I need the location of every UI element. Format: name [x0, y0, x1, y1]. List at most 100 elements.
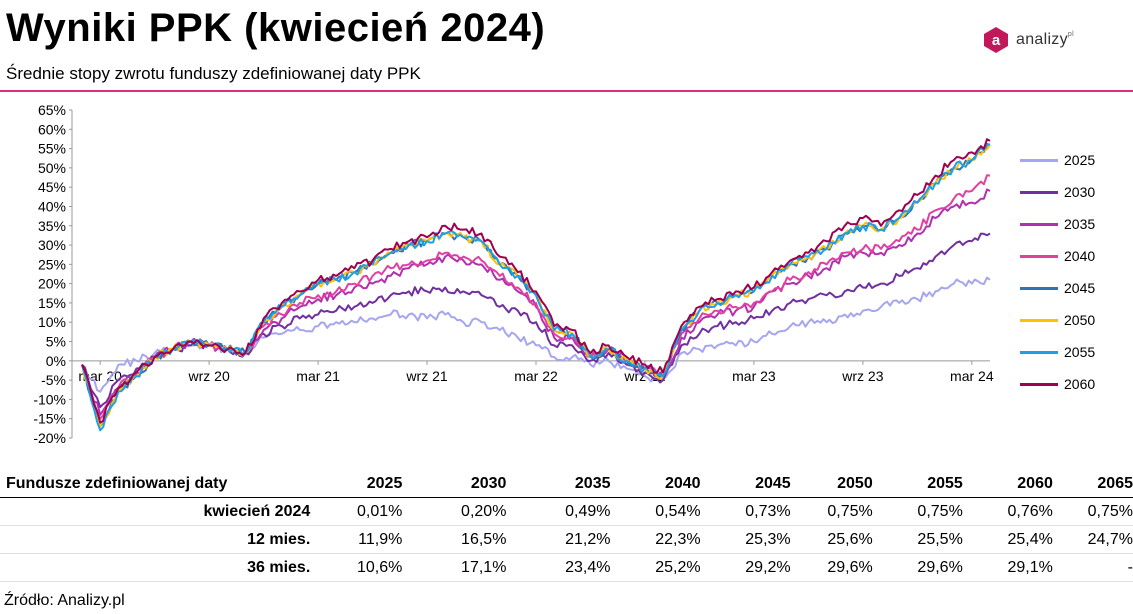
- table-cell: 11,9%: [310, 525, 403, 554]
- page-title: Wyniki PPK (kwiecień 2024): [6, 6, 546, 50]
- table-cell: 23,4%: [506, 553, 611, 582]
- x-tick-label: mar 21: [296, 368, 340, 384]
- logo-suffix: pl: [1067, 31, 1074, 38]
- table-cell: 0,54%: [610, 497, 701, 526]
- source-note: Źródło: Analizy.pl: [4, 592, 125, 609]
- legend-label: 2030: [1064, 184, 1096, 200]
- legend-item: 2045: [1020, 278, 1095, 298]
- series-line-2045: [81, 143, 991, 428]
- table-row: 36 mies. 10,6% 17,1% 23,4% 25,2% 29,2% 29,6% 29…: [0, 553, 1133, 582]
- table-col-header: 2065: [1052, 470, 1133, 498]
- table-cell: 21,2%: [506, 525, 611, 554]
- table-cell: -: [1052, 553, 1133, 582]
- legend-label: 2050: [1064, 312, 1096, 328]
- table-col-header: 2060: [962, 470, 1053, 498]
- x-tick-label: wrz 20: [188, 368, 230, 384]
- table-col-header: 2040: [610, 470, 701, 498]
- table-col-header: 2025: [310, 470, 403, 498]
- y-tick-label: 5%: [46, 334, 66, 350]
- legend-label: 2035: [1064, 216, 1096, 232]
- y-tick-label: 25%: [38, 256, 66, 272]
- legend-swatch: [1020, 158, 1058, 162]
- legend-item: 2050: [1020, 310, 1095, 330]
- table-col-header: 2045: [700, 470, 791, 498]
- y-tick-label: 45%: [38, 179, 66, 195]
- returns-table: Fundusze zdefiniowanej daty 2025 2030 20…: [0, 470, 1133, 582]
- series-line-2055: [81, 142, 991, 432]
- table-cell: 0,49%: [506, 497, 611, 526]
- x-tick-label: mar 24: [950, 368, 994, 384]
- legend-label: 2025: [1064, 152, 1096, 168]
- table-cell: 25,4%: [962, 525, 1053, 554]
- table-cell: 24,7%: [1052, 525, 1133, 554]
- table-cell: 29,6%: [790, 553, 873, 582]
- y-tick-label: 65%: [38, 102, 66, 118]
- y-tick-label: -5%: [41, 372, 66, 388]
- y-tick-label: 55%: [38, 141, 66, 157]
- table-row: 12 mies. 11,9% 16,5% 21,2% 22,3% 25,3% 25,6% 25…: [0, 525, 1133, 554]
- legend-label: 2055: [1064, 344, 1096, 360]
- table-row-label: 12 mies.: [0, 525, 311, 554]
- table-col-header: 2050: [790, 470, 873, 498]
- table-row-label: kwiecień 2024: [0, 497, 311, 526]
- table-cell: 25,3%: [700, 525, 791, 554]
- legend-swatch: [1020, 350, 1058, 354]
- legend-item: 2035: [1020, 214, 1095, 234]
- logo-text: analizypl: [1016, 31, 1074, 48]
- x-tick-label: wrz 23: [841, 368, 883, 384]
- table-cell: 17,1%: [402, 553, 507, 582]
- legend-label: 2045: [1064, 280, 1096, 296]
- table-cell: 0,01%: [310, 497, 403, 526]
- table-cell: 29,2%: [700, 553, 791, 582]
- table-header-label: Fundusze zdefiniowanej daty: [0, 470, 311, 498]
- svg-text:a: a: [992, 32, 1001, 49]
- series-line-2030: [81, 232, 991, 409]
- x-tick-label: mar 20: [78, 368, 122, 384]
- table-col-header: 2055: [872, 470, 963, 498]
- legend-swatch: [1020, 222, 1058, 226]
- table-cell: 16,5%: [402, 525, 507, 554]
- returns-line-chart: 65% 60% 55% 50% 45% 40% 35% 30% 25% 20% 15% 10% 5% 0%…: [33, 102, 994, 446]
- legend-item: 2040: [1020, 246, 1095, 266]
- table-cell: 0,75%: [790, 497, 873, 526]
- table-cell: 25,6%: [790, 525, 873, 554]
- y-tick-label: 20%: [38, 276, 66, 292]
- legend-swatch: [1020, 382, 1058, 386]
- y-tick-label: 15%: [38, 295, 66, 311]
- legend-label: 2040: [1064, 248, 1096, 264]
- table-col-header: 2035: [506, 470, 611, 498]
- table-cell: 0,75%: [872, 497, 963, 526]
- table-cell: 29,1%: [962, 553, 1053, 582]
- y-tick-label: -10%: [33, 391, 66, 407]
- table-cell: 29,6%: [872, 553, 963, 582]
- x-tick-label: mar 23: [732, 368, 776, 384]
- legend-label: 2060: [1064, 376, 1096, 392]
- table-header-row: Fundusze zdefiniowanej daty 2025 2030 20…: [0, 470, 1133, 498]
- y-tick-label: 50%: [38, 160, 66, 176]
- table-cell: 25,5%: [872, 525, 963, 554]
- legend-swatch: [1020, 254, 1058, 258]
- table-cell: 0,73%: [700, 497, 791, 526]
- y-tick-label: -15%: [33, 411, 66, 427]
- y-tick-label: 40%: [38, 198, 66, 214]
- legend-item: 2055: [1020, 342, 1095, 362]
- y-tick-label: 10%: [38, 314, 66, 330]
- series-line-2050: [81, 144, 991, 428]
- legend-item: 2060: [1020, 374, 1095, 394]
- analizy-logo-icon: a: [984, 27, 1008, 53]
- legend-swatch: [1020, 190, 1058, 194]
- table-row-label: 36 mies.: [0, 553, 311, 582]
- table-cell: 10,6%: [310, 553, 403, 582]
- analizy-logo: a analizypl: [982, 26, 1074, 54]
- table-cell: 22,3%: [610, 525, 701, 554]
- table-cell: 0,76%: [962, 497, 1053, 526]
- x-tick-label: mar 22: [514, 368, 558, 384]
- table-row: kwiecień 2024 0,01% 0,20% 0,49% 0,54% 0,73% 0,…: [0, 497, 1133, 526]
- legend-swatch: [1020, 286, 1058, 290]
- x-tick-label: wrz 21: [405, 368, 447, 384]
- series-line-2060: [81, 138, 991, 424]
- y-tick-label: 60%: [38, 121, 66, 137]
- y-tick-label: 35%: [38, 218, 66, 234]
- table-col-header: 2030: [402, 470, 507, 498]
- header-divider: [0, 90, 1133, 92]
